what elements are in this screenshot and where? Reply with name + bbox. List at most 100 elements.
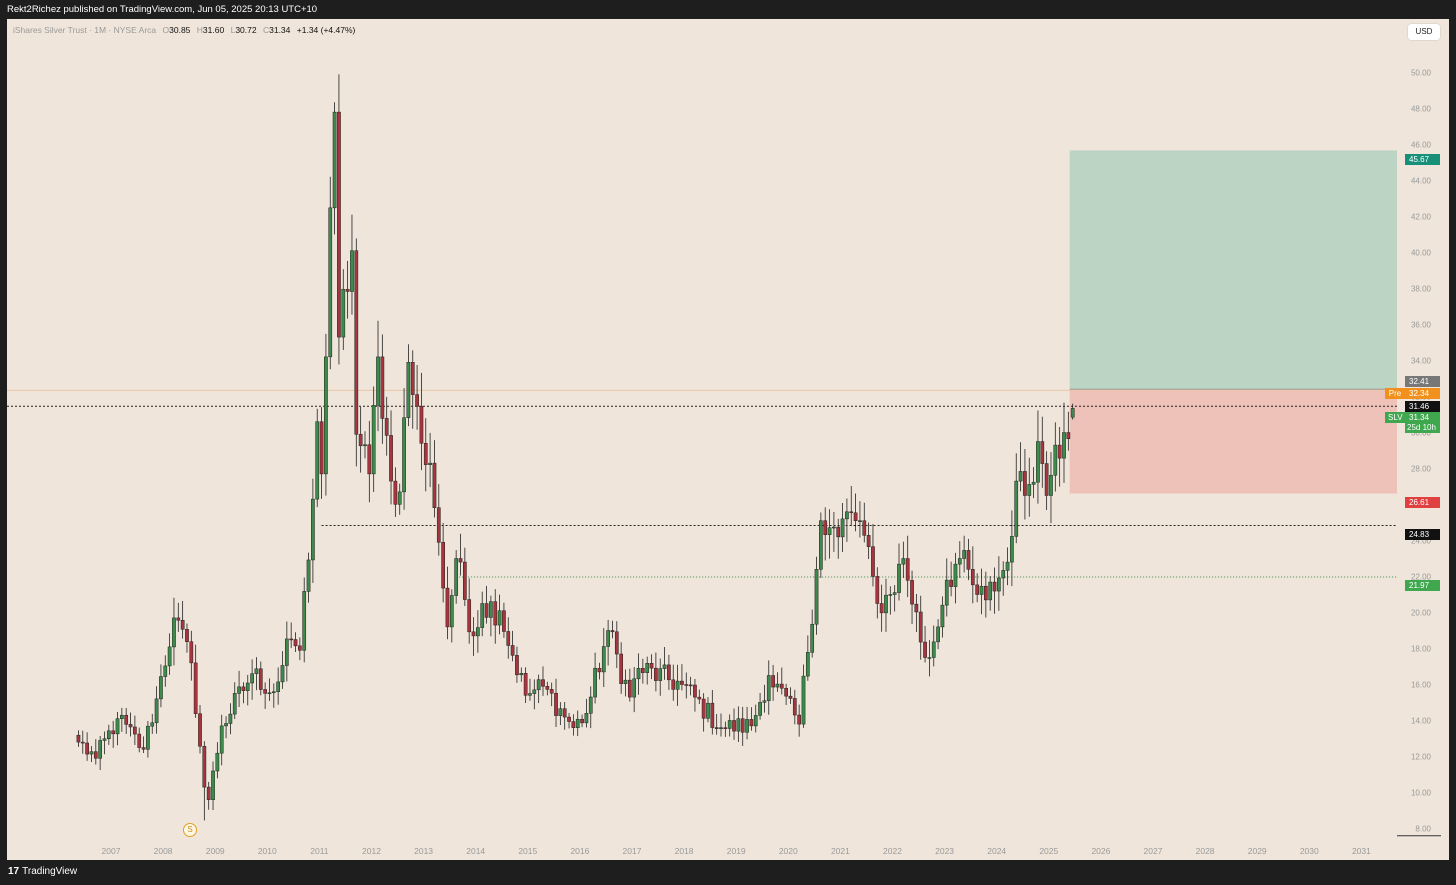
dividend-icon[interactable]: S: [183, 823, 197, 837]
candle-body: [306, 559, 311, 592]
candle-body: [341, 288, 346, 338]
open-value: 30.85: [169, 25, 191, 35]
symbol-name: iShares Silver Trust · 1M · NYSE Arca: [13, 25, 157, 35]
candle-body: [866, 535, 871, 547]
x-tick-label: 2025: [1039, 846, 1058, 856]
candle-body: [584, 713, 589, 724]
candle-body: [98, 740, 102, 759]
candle-body: [128, 724, 133, 728]
chart-pane[interactable]: 52.0050.0048.0046.0044.0042.0040.0038.00…: [7, 19, 1449, 860]
candle-body: [384, 418, 389, 436]
candle-body: [124, 714, 129, 725]
x-tick-label: 2008: [154, 846, 173, 856]
candle-body: [419, 406, 424, 444]
y-tick-label: 20.00: [1411, 609, 1432, 618]
symbol-tag: SLV: [1385, 412, 1405, 423]
bar-countdown-tag: 25d 10h: [1405, 422, 1440, 433]
candle-body: [198, 713, 202, 747]
candle-body: [332, 111, 337, 209]
candle-body: [267, 692, 272, 695]
candle-body: [467, 599, 472, 633]
candle-body: [892, 592, 897, 595]
pre-market-label: Pre: [1385, 388, 1405, 399]
candle-body: [779, 683, 784, 689]
candle-body: [645, 663, 650, 673]
low-label: L: [230, 25, 236, 35]
candle-body: [797, 714, 802, 725]
candle-body: [749, 719, 754, 727]
candle-body: [141, 747, 146, 750]
candle-body: [654, 667, 658, 681]
candle-body: [888, 594, 893, 596]
candle-body: [250, 673, 254, 684]
candle-body: [827, 527, 832, 535]
x-tick-label: 2027: [1144, 846, 1163, 856]
tradingview-logo-text: TradingView: [22, 866, 78, 877]
y-tick-label: 16.00: [1411, 681, 1432, 690]
candle-body: [202, 746, 207, 788]
candle-body: [111, 730, 116, 735]
x-tick-label: 2013: [414, 846, 433, 856]
y-tick-label: 36.00: [1411, 321, 1432, 330]
candle-body: [897, 563, 901, 593]
candle-body: [823, 520, 828, 535]
candle-body: [901, 558, 906, 565]
candle-body: [328, 207, 333, 358]
candle-body: [298, 645, 302, 651]
x-tick-label: 2029: [1248, 846, 1267, 856]
candle-body: [701, 698, 706, 719]
candle-body: [788, 695, 793, 699]
candle-body: [258, 668, 263, 690]
candle-body: [762, 700, 767, 703]
candle-body: [254, 668, 259, 674]
candle-body: [684, 684, 689, 686]
candle-body: [410, 362, 415, 395]
candle-body: [979, 585, 984, 595]
candle-body: [106, 730, 111, 739]
candle-body: [593, 667, 597, 698]
currency-button[interactable]: USD: [1408, 24, 1440, 40]
candle-body: [506, 631, 511, 646]
candle-body: [245, 682, 250, 691]
candle-body: [150, 722, 155, 727]
candle-body: [601, 646, 606, 673]
candle-body: [436, 507, 441, 543]
candle-body: [224, 723, 228, 727]
support-1-price-tag: 24.83: [1405, 529, 1440, 540]
candle-body: [819, 520, 823, 570]
close-label: C: [262, 25, 270, 35]
candle-body: [159, 676, 163, 700]
candle-body: [528, 693, 532, 696]
high-value: 31.60: [202, 25, 225, 35]
candle-body: [380, 356, 385, 419]
candle-body: [727, 720, 732, 729]
candle-body: [632, 678, 637, 698]
candle-body: [549, 689, 554, 694]
candle-body: [706, 702, 710, 719]
x-tick-label: 2015: [518, 846, 537, 856]
candle-body: [923, 641, 927, 658]
candle-body: [836, 526, 841, 538]
candle-body: [758, 702, 762, 716]
candle-body: [840, 518, 845, 538]
candle-body: [284, 638, 289, 666]
candle-body: [163, 665, 168, 677]
candle-body: [367, 444, 372, 475]
tradingview-logo[interactable]: 17 TradingView: [8, 866, 77, 877]
candle-body: [745, 719, 749, 733]
chart-canvas[interactable]: 52.0050.0048.0046.0044.0042.0040.0038.00…: [7, 19, 1449, 860]
candle-body: [497, 610, 502, 626]
candle-body: [567, 716, 571, 722]
candle-body: [1044, 463, 1049, 496]
close-value: 31.34: [269, 25, 291, 35]
candle-body: [358, 434, 363, 447]
candle-body: [845, 511, 849, 520]
candle-body: [228, 713, 233, 724]
candle-body: [389, 435, 393, 482]
candle-body: [619, 653, 623, 684]
candle-body: [766, 675, 771, 701]
candle-body: [944, 579, 949, 606]
candle-body: [606, 630, 610, 647]
open-label: O: [162, 25, 170, 35]
candle-body: [441, 542, 445, 589]
